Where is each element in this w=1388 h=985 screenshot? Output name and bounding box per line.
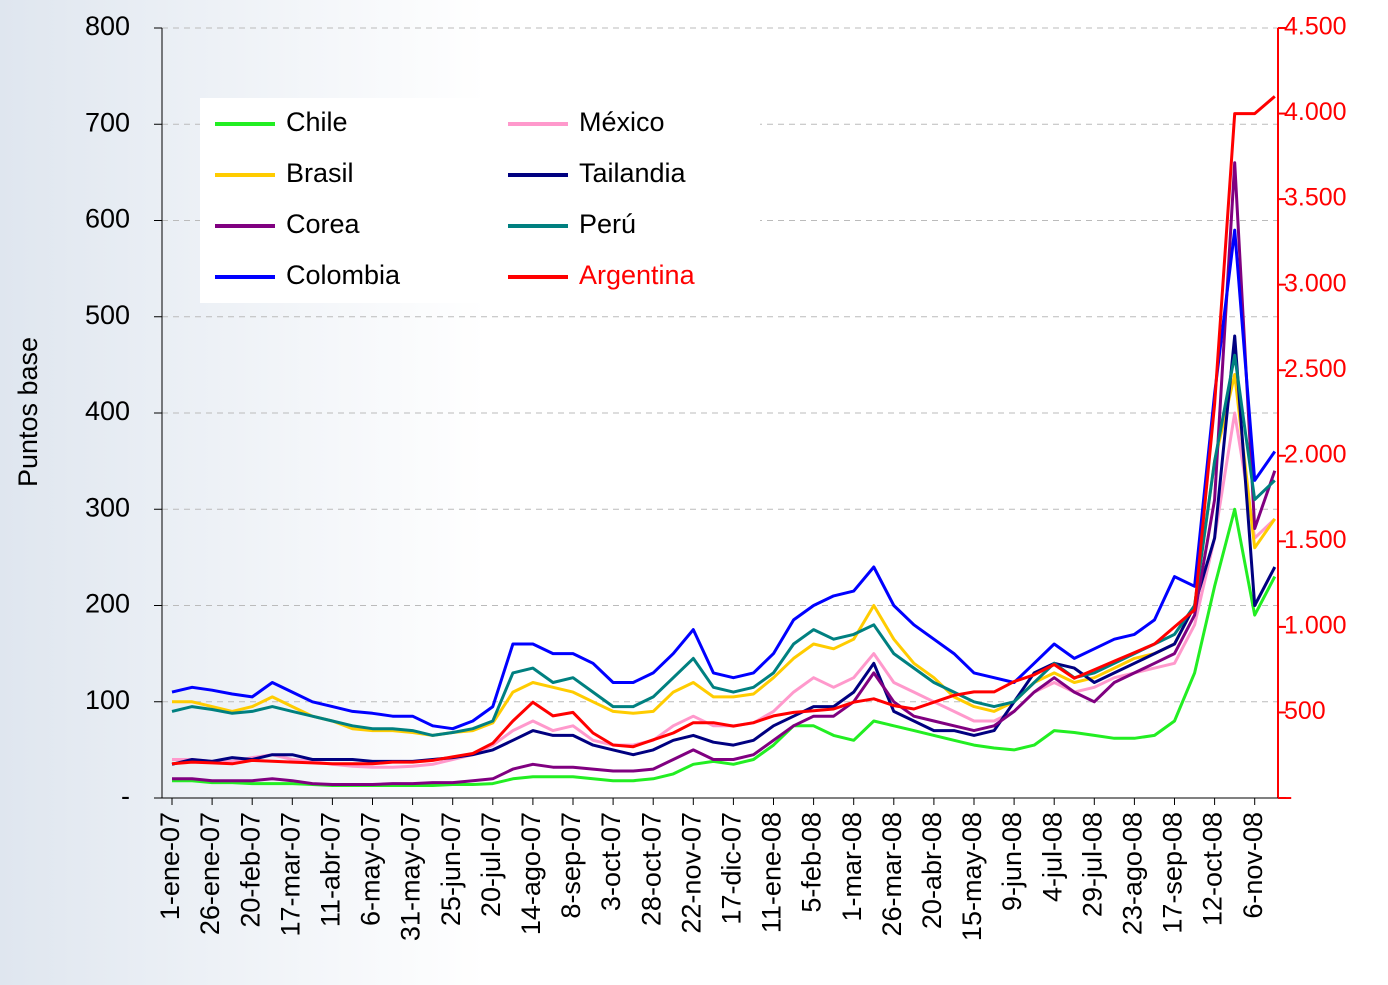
y2-tick-label: 4.500 [1284,13,1347,41]
series-line [172,161,1277,786]
x-tick-label: 25-jun-07 [436,812,466,926]
y-tick-label: - [121,781,130,811]
y-tick-label: 700 [85,107,130,137]
x-tick-label: 3-oct-07 [596,812,626,911]
legend-label: Perú [579,209,636,239]
x-tick-label: 29-jul-08 [1077,812,1107,917]
legend-label: Tailandia [579,158,687,188]
x-tick-label: 26-mar-08 [877,812,907,937]
y-tick-label: 200 [85,589,130,619]
y-axis-title: Puntos base [13,337,43,487]
y2-tick-label: 500 [1284,697,1326,725]
legend-label: Corea [286,209,361,239]
y2-tick-label: 2.000 [1284,440,1347,468]
x-tick-label: 20-abr-08 [917,812,947,929]
y2-tick-label: 3.500 [1284,184,1347,212]
y-tick-label: 100 [85,685,130,715]
series-line [171,334,1277,766]
legend-label: Colombia [286,260,401,290]
x-tick-label: 11-abr-07 [316,812,346,927]
x-tick-label: 23-ago-08 [1118,812,1148,935]
y2-tick-label: 3.000 [1284,269,1347,297]
legend-label: Brasil [286,158,354,188]
y2-tick-label: 4.000 [1284,98,1347,126]
x-tick-label: 12-oct-08 [1198,812,1228,926]
x-tick-label: 6-nov-08 [1238,812,1268,919]
x-tick-label: 1-mar-08 [837,812,867,922]
legend-label: Chile [286,107,348,137]
x-tick-label: 6-may-07 [356,812,386,926]
series-line [171,228,1277,731]
x-tick-label: 14-ago-07 [516,812,546,935]
series-line [171,353,1276,737]
x-tick-label: 11-ene-08 [757,812,787,933]
x-tick-label: 8-sep-07 [556,812,586,919]
y-tick-label: 300 [85,492,130,522]
legend-box [200,98,760,303]
legend-label: México [579,107,665,137]
y2-tick-label: 1.000 [1284,611,1347,639]
x-tick-label: 15-may-08 [957,812,987,941]
x-tick-label: 17-sep-08 [1158,812,1188,934]
y2-tick-label: - [1284,783,1292,811]
x-tick-label: 20-jul-07 [476,812,506,917]
x-tick-label: 28-oct-07 [636,812,666,926]
y2-tick-label: 1.500 [1284,526,1347,554]
x-tick-label: 22-nov-07 [676,812,706,934]
y-tick-label: 500 [85,300,130,330]
x-tick-label: 26-ene-07 [195,812,225,935]
y2-tick-label: 2.500 [1284,355,1347,383]
x-tick-label: 9-jun-08 [997,812,1027,911]
y-tick-label: 600 [85,204,130,234]
x-tick-label: 5-feb-08 [797,812,827,913]
x-tick-label: 31-may-07 [396,812,426,941]
legend-label: Argentina [579,260,696,290]
y-tick-label: 400 [85,396,130,426]
x-tick-label: 1-ene-07 [155,812,185,920]
x-tick-label: 4-jul-08 [1037,812,1067,902]
series-line [171,95,1276,766]
x-tick-label: 17-dic-07 [717,812,747,925]
x-tick-label: 20-feb-07 [235,812,265,928]
y-tick-label: 800 [85,11,130,41]
x-tick-label: 17-mar-07 [275,812,305,937]
